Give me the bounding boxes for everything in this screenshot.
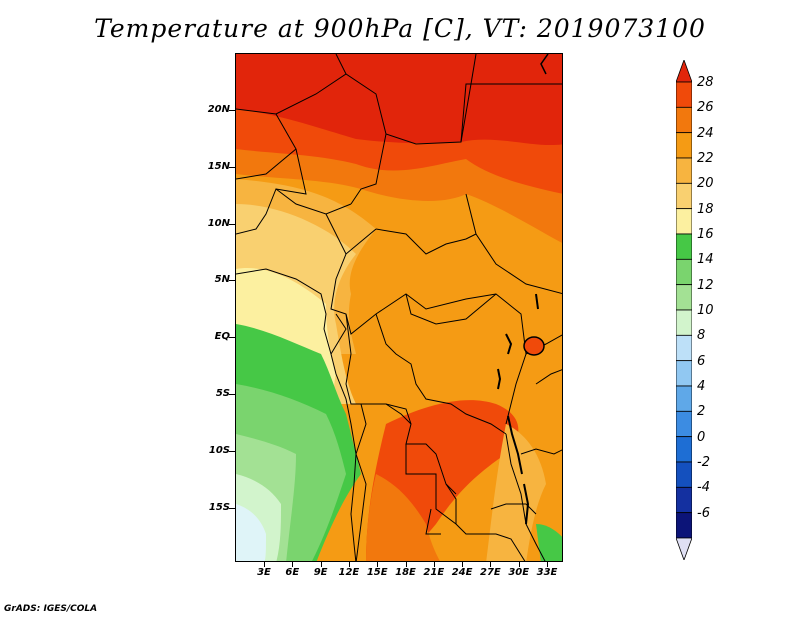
colorbar-segment	[676, 486, 692, 514]
longitude-tick-label: 24E	[451, 567, 473, 578]
temperature-field-map	[236, 54, 562, 561]
longitude-tick	[264, 562, 265, 567]
colorbar-segment	[676, 233, 692, 260]
nile-river	[540, 54, 549, 75]
longitude-tick	[547, 562, 548, 567]
longitude-tick	[405, 562, 407, 567]
latitude-tick-label: 15N	[207, 160, 230, 172]
longitude-tick-label: 27E	[480, 567, 501, 578]
latitude-tick-label: 5S	[215, 388, 230, 399]
colorbar-tick-label: 20	[697, 176, 714, 192]
coastline	[236, 268, 357, 561]
colorbar-segment	[676, 334, 692, 362]
latitude-tick	[229, 166, 235, 168]
lake-albert	[505, 333, 513, 355]
latitude-tick	[229, 223, 235, 225]
colorbar-segment	[676, 461, 692, 488]
colorbar-tick-label: 0	[697, 429, 706, 445]
colorbar-segment	[676, 284, 692, 311]
latitude-tick	[229, 450, 235, 452]
longitude-tick-label: 21E	[423, 567, 445, 578]
colorbar-tick-label: -6	[697, 505, 710, 521]
longitude-tick	[377, 562, 379, 567]
longitude-tick	[462, 562, 464, 567]
latitude-tick	[229, 110, 235, 111]
colorbar-tick-label: -2	[697, 455, 710, 470]
colorbar-segment	[676, 436, 692, 463]
colorbar-tick-label: 18	[697, 201, 714, 217]
colorbar	[676, 60, 692, 560]
longitude-tick	[433, 562, 435, 567]
lake-malawi	[523, 483, 530, 525]
longitude-tick-label: 30E	[508, 567, 530, 578]
lake-kivu	[497, 368, 502, 390]
latitude-tick-label: 20N	[207, 104, 230, 115]
colorbar-segment	[676, 360, 692, 387]
latitude-tick	[229, 337, 235, 339]
colorbar-tick-label: 12	[697, 277, 714, 293]
longitude-tick-label: 15E	[366, 567, 388, 578]
colorbar-tick-label: 4	[697, 379, 706, 394]
colorbar-top-cap	[676, 60, 692, 83]
longitude-tick-label: 18E	[395, 567, 416, 578]
colorbar-segment	[676, 208, 692, 235]
latitude-tick	[229, 394, 235, 395]
colorbar-tick-label: 6	[697, 353, 706, 369]
colorbar-tick-label: 28	[697, 75, 714, 90]
longitude-tick	[292, 562, 294, 567]
field-6-region	[236, 504, 266, 561]
colorbar-tick-label: 2	[697, 404, 706, 420]
longitude-tick	[348, 562, 350, 567]
colorbar-segment	[676, 309, 692, 336]
latitude-tick-label: EQ	[214, 331, 230, 343]
longitude-tick-label: 6E	[285, 567, 300, 578]
grads-credit: GrADS: IGES/COLA	[4, 604, 98, 614]
longitude-tick	[490, 562, 492, 567]
latitude-tick	[229, 507, 235, 509]
field-14-southeast-region	[536, 524, 562, 561]
latitude-tick-label: 5N	[214, 274, 230, 286]
colorbar-tick-label: 22	[697, 151, 714, 166]
lake-victoria	[523, 336, 545, 356]
colorbar-segment	[676, 385, 692, 412]
colorbar-bottom-cap	[676, 537, 692, 560]
colorbar-tick-label: 16	[697, 227, 714, 242]
colorbar-segment	[676, 157, 692, 184]
longitude-tick	[320, 562, 322, 567]
colorbar-segment	[676, 182, 692, 210]
latitude-tick	[229, 280, 235, 282]
colorbar-segment	[676, 106, 692, 134]
field-20-east-region	[486, 424, 546, 561]
lake-tanganyika	[507, 415, 523, 475]
field-24-south-region	[366, 474, 440, 561]
longitude-tick-label: 33E	[536, 567, 558, 578]
colorbar-tick-label: -4	[697, 480, 710, 496]
lake-turkana	[535, 293, 539, 310]
longitude-tick-label: 9E	[313, 567, 328, 578]
colorbar-segment	[676, 132, 692, 159]
colorbar-segment	[676, 410, 692, 438]
colorbar-segment	[676, 258, 692, 286]
colorbar-tick-label: 24	[697, 125, 714, 141]
longitude-tick	[518, 562, 520, 567]
colorbar-tick-label: 8	[697, 328, 706, 344]
map-plot-area	[235, 53, 563, 562]
colorbar-segment	[676, 512, 692, 539]
colorbar-tick-label: 26	[697, 100, 714, 116]
latitude-tick-label: 10N	[207, 217, 230, 229]
colorbar-segment	[676, 81, 692, 108]
latitude-tick-label: 15S	[208, 501, 230, 513]
colorbar-tick-label: 14	[697, 252, 714, 268]
country-borders	[236, 54, 562, 561]
colorbar-tick-label: 10	[697, 303, 714, 318]
latitude-tick-label: 10S	[208, 444, 230, 456]
longitude-tick-label: 3E	[257, 567, 271, 578]
longitude-tick-label: 12E	[338, 567, 360, 578]
chart-title: Temperature at 900hPa [C], VT: 201907310…	[94, 14, 706, 43]
